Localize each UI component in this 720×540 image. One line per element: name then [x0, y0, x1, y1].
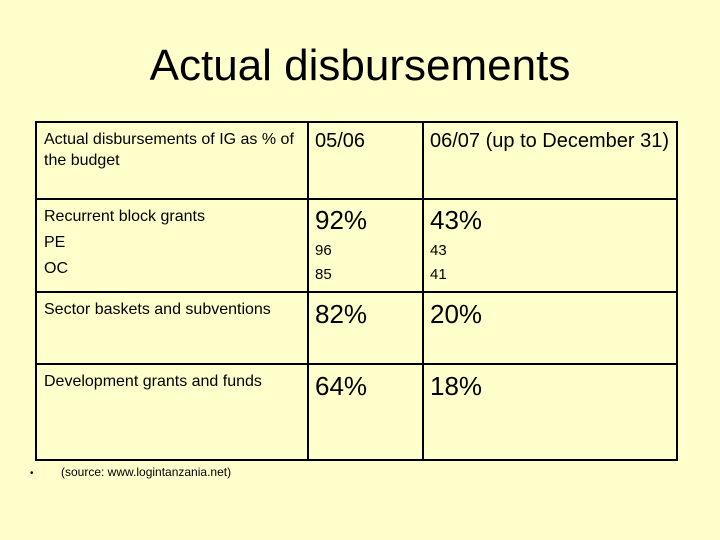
row-label-recurrent: Recurrent block grants PE OC [44, 206, 205, 280]
label-line-oc: OC [44, 260, 68, 277]
recurrent-0506-cell: 92% 96 85 [315, 205, 367, 286]
oc-0607-value: 41 [430, 266, 447, 283]
label-line-recurrent: Recurrent block grants [44, 208, 205, 225]
slide-title: Actual disbursements [149, 41, 571, 90]
table-row-sector: Sector baskets and subventions 82% 20% [37, 293, 676, 365]
pe-0506-value: 96 [315, 242, 332, 259]
source-footnote: (source: www.logintanzania.net) [61, 465, 232, 479]
header-label: Actual disbursements of IG as % of the b… [44, 131, 294, 169]
recurrent-0506-value: 92% [315, 205, 368, 235]
development-0506-value: 64% [315, 371, 368, 401]
sector-0506-value: 82% [315, 299, 368, 329]
disbursement-table: Actual disbursements of IG as % of the b… [35, 121, 678, 461]
table-row-development: Development grants and funds 64% 18% [37, 365, 676, 461]
label-line-pe: PE [44, 234, 66, 251]
sector-0607-value: 20% [430, 299, 483, 329]
recurrent-0607-cell: 43% 43 41 [430, 205, 482, 286]
recurrent-0607-value: 43% [430, 205, 483, 235]
oc-0506-value: 85 [315, 266, 332, 283]
header-col-0506: 05/06 [315, 130, 366, 152]
pe-0607-value: 43 [430, 242, 447, 259]
row-label-development: Development grants and funds [44, 373, 262, 390]
footnote-bullet: • [30, 468, 34, 479]
table-row-recurrent: Recurrent block grants PE OC 92% 96 85 4… [37, 200, 676, 293]
table-header-row: Actual disbursements of IG as % of the b… [37, 123, 676, 200]
row-label-sector: Sector baskets and subventions [44, 301, 271, 318]
header-col-0607: 06/07 (up to December 31) [430, 130, 670, 152]
development-0607-value: 18% [430, 371, 483, 401]
